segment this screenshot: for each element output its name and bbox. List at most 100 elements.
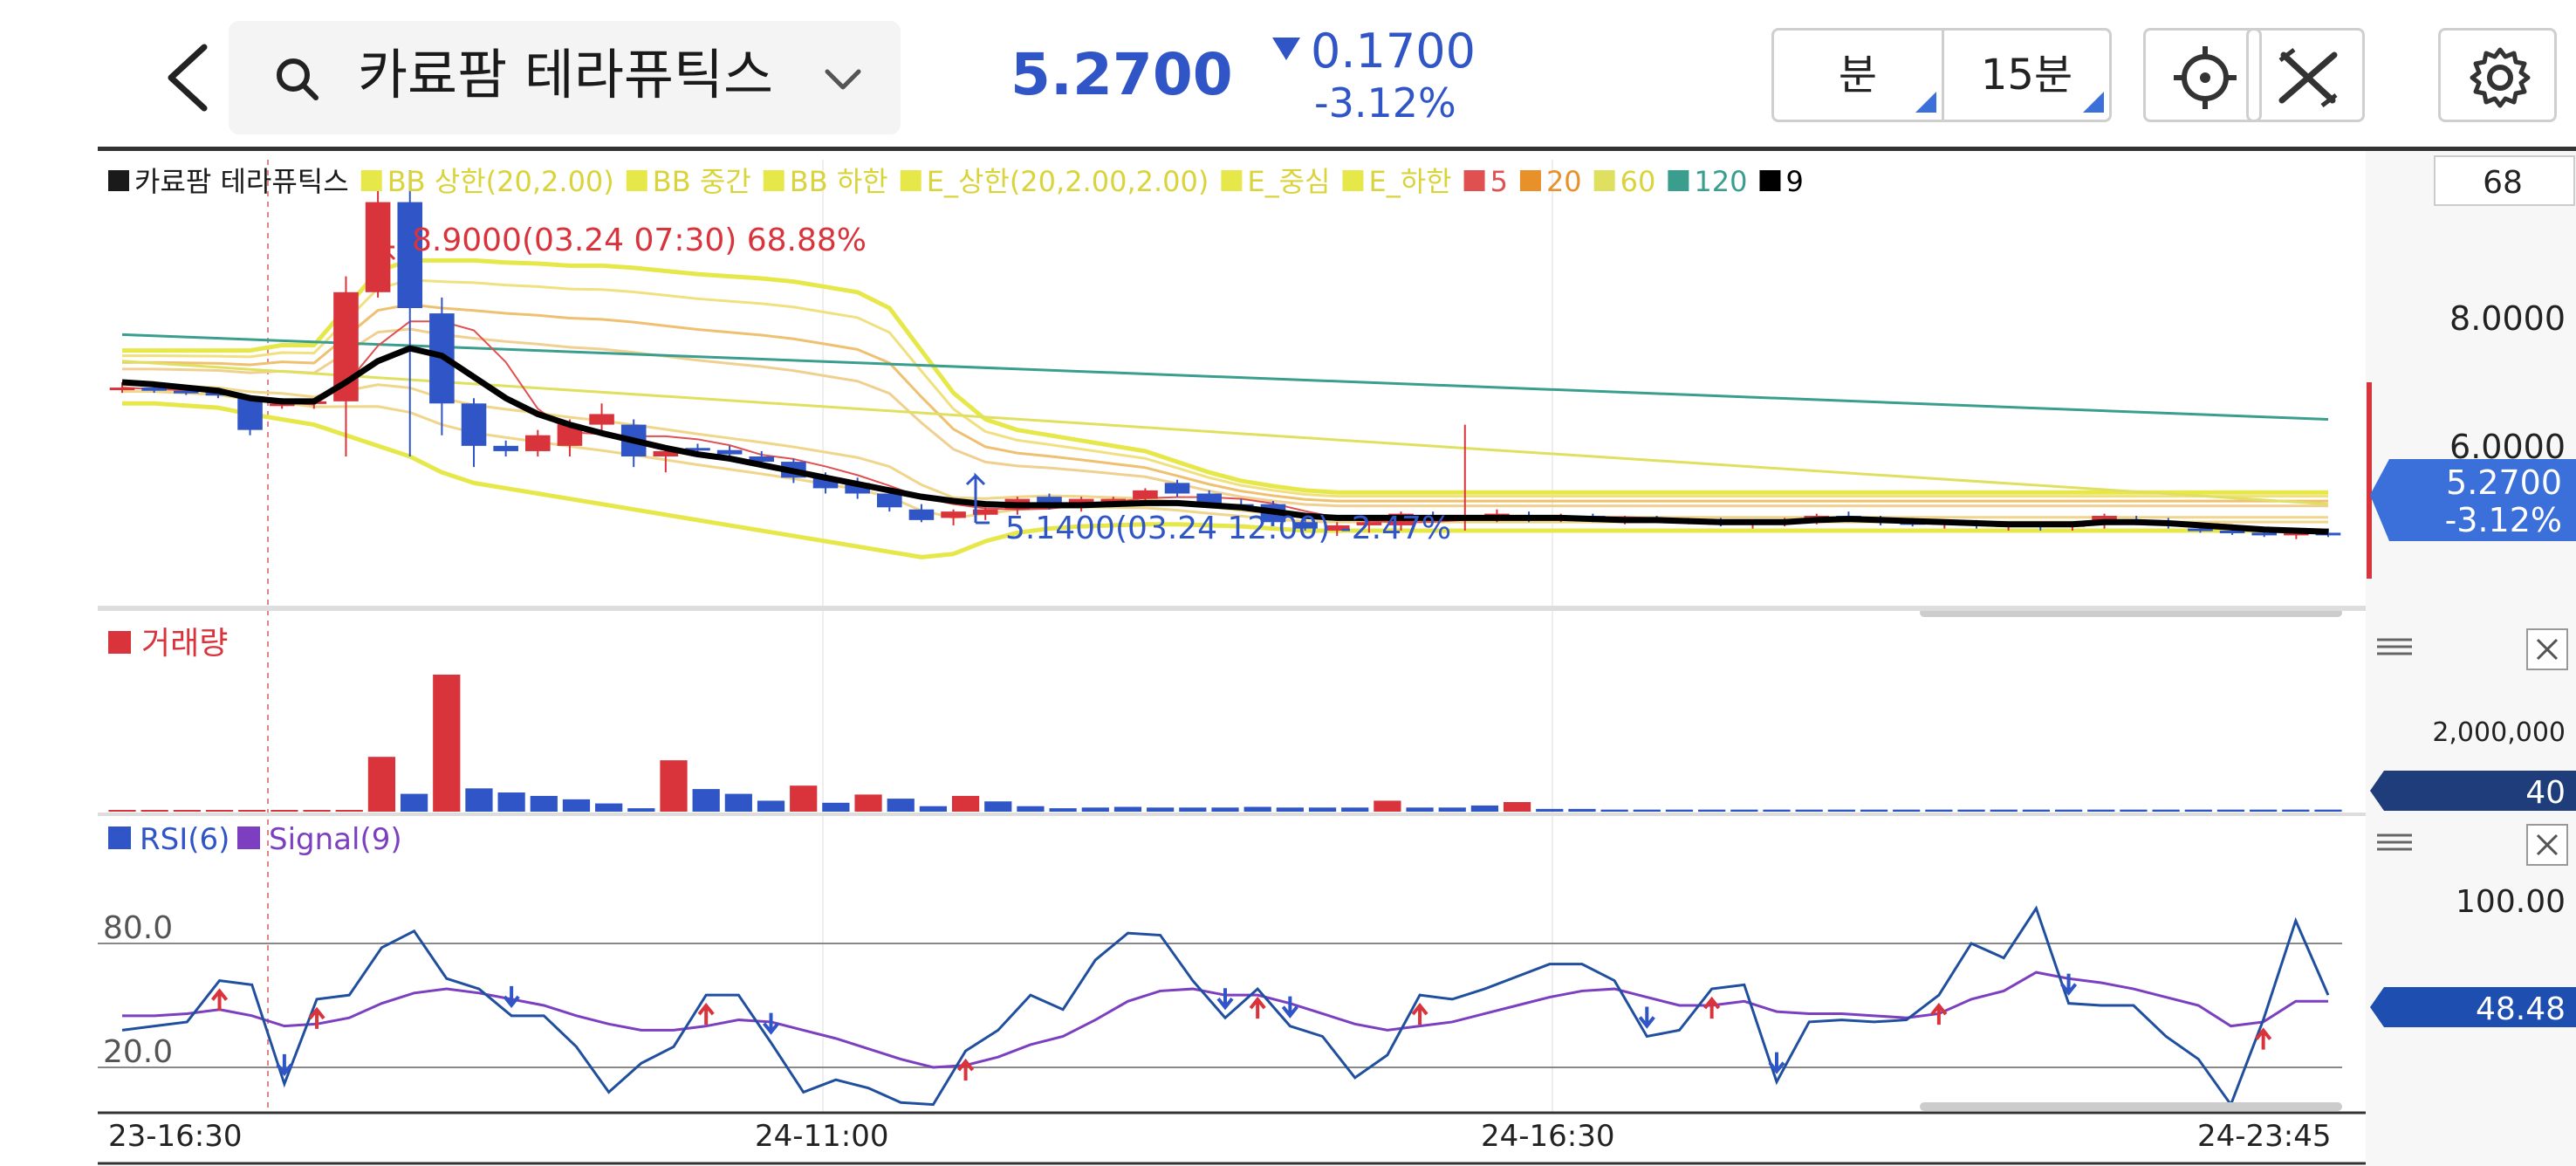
signal-line (122, 971, 2328, 1069)
volume-bar (1957, 809, 1985, 812)
volume-bars (108, 675, 2342, 812)
interval-selector: 분 15분 (1771, 28, 2112, 122)
legend-label: 9 (1785, 165, 1803, 198)
volume-bar (465, 788, 493, 812)
buy-signal-arrow-icon (697, 1002, 715, 1025)
volume-bar (1211, 807, 1239, 812)
legend-label: 20 (1546, 165, 1582, 198)
volume-bar (2184, 809, 2212, 812)
y-tick-label: 8.0000 (2449, 299, 2566, 338)
volume-bar (2250, 809, 2278, 812)
volume-bar (1243, 806, 1271, 812)
draw-tools-button[interactable] (2246, 28, 2365, 122)
volume-bar (1017, 806, 1045, 812)
buy-signal-arrow-icon (210, 988, 229, 1011)
legend-swatch (1593, 170, 1615, 191)
price-tag-value: 5.2700 (2446, 463, 2562, 502)
volume-bar (1081, 807, 1109, 812)
stock-search-box[interactable]: 카료팜 테라퓨틱스 (229, 21, 901, 134)
dropdown-corner-icon (1915, 92, 1936, 113)
rsi-line (121, 905, 2330, 1108)
main-price-panel[interactable]: 카료팜 테라퓨틱스 BB 상한(20,2.00) BB 중간 BB 하한 E_상한(20… (98, 151, 2576, 1166)
volume-bar (2054, 809, 2083, 812)
sell-signal-arrow-icon (503, 985, 520, 1009)
back-button[interactable] (157, 38, 218, 117)
volume-bar (1276, 807, 1304, 812)
legend-swatch (1463, 170, 1485, 191)
rsi-panel[interactable]: RSI(6) Signal(9) 80.0 20.0 100.00 48.48 (98, 822, 2576, 1111)
volume-title: 거래량 (141, 626, 228, 662)
legend-swatch (108, 631, 131, 654)
price-change: 0.1700 (1272, 26, 1476, 77)
signal-legend: Signal(9) (269, 822, 402, 857)
candle (2188, 528, 2213, 532)
chart-area[interactable]: 카료팜 테라퓨틱스 BB 상한(20,2.00) BB 중간 BB 하한 E_상한(20… (0, 151, 2576, 1166)
volume-bar (1860, 809, 1888, 812)
volume-bar (1374, 800, 1401, 812)
bb-lower-line (122, 401, 2328, 559)
search-icon (277, 58, 319, 100)
volume-bar (1925, 809, 1953, 812)
ma120-line (121, 333, 2329, 421)
envelope-band-line (122, 327, 2328, 508)
buy-signal-arrow-icon (1411, 1002, 1428, 1025)
volume-bar (1470, 805, 1499, 812)
arrow-up-right-icon (965, 472, 990, 525)
volume-bar (919, 806, 948, 812)
horizontal-scrollbar[interactable] (1920, 1102, 2342, 1111)
volume-bar (1406, 807, 1434, 812)
volume-bar (1568, 808, 1596, 812)
candle (1100, 498, 1127, 502)
volume-bar (1113, 806, 1142, 812)
current-range-bar (2367, 382, 2372, 579)
volume-bar (627, 808, 655, 812)
volume-bar (1438, 807, 1466, 812)
volume-bar (595, 803, 623, 812)
volume-bar (530, 795, 558, 812)
candle (1133, 490, 1158, 499)
ma9-line (121, 345, 2329, 535)
interval-value-button[interactable]: 15분 (1944, 31, 2109, 120)
candle (493, 445, 518, 451)
volume-bar (1049, 808, 1077, 812)
interval-unit-button[interactable]: 분 (1774, 31, 1944, 120)
volume-bar (724, 793, 752, 812)
envelope-band-line (122, 278, 2328, 498)
main-legend: 카료팜 테라퓨틱스 BB 상한(20,2.00) BB 중간 BB 하한 E_상한(20… (108, 165, 1804, 198)
back-arrow-icon (168, 44, 208, 112)
volume-bar (108, 810, 136, 812)
volume-bar (238, 810, 266, 812)
volume-bar (173, 810, 201, 812)
volume-bar (1179, 807, 1207, 812)
crosshair-button[interactable] (2143, 28, 2262, 122)
volume-bar (2120, 809, 2148, 812)
candle (1356, 522, 1382, 525)
volume-y-tick: 2,000,000 (2432, 717, 2566, 748)
volume-bar (1147, 807, 1175, 812)
price-chart (109, 170, 2341, 559)
volume-bar (1827, 809, 1855, 812)
legend-label: 120 (1694, 165, 1747, 198)
volume-bar (660, 760, 688, 812)
sell-signal-arrow-icon (1216, 988, 1234, 1011)
volume-bar (1795, 809, 1823, 812)
volume-panel[interactable]: 거래량 2,000,000 40 (98, 626, 2576, 816)
volume-bar (1503, 802, 1531, 812)
candle (589, 414, 614, 425)
high-annotation: 8.9000(03.24 07:30) 68.88% (412, 223, 867, 258)
gear-icon (2470, 47, 2531, 108)
candle (941, 511, 966, 518)
candle (1292, 522, 1318, 529)
crosshair-icon (2174, 46, 2237, 109)
volume-tag-value: 40 (2525, 775, 2566, 811)
top-value-box[interactable] (2434, 155, 2575, 206)
candle (397, 202, 423, 308)
price-tag-percent: -3.12% (2445, 501, 2562, 539)
settings-button[interactable] (2438, 28, 2557, 122)
volume-bar (1665, 809, 1694, 812)
volume-bar (271, 810, 298, 812)
rsi-lines (121, 905, 2330, 1108)
candle (109, 388, 135, 391)
chevron-down-icon[interactable] (824, 66, 862, 93)
volume-bar (367, 757, 396, 812)
